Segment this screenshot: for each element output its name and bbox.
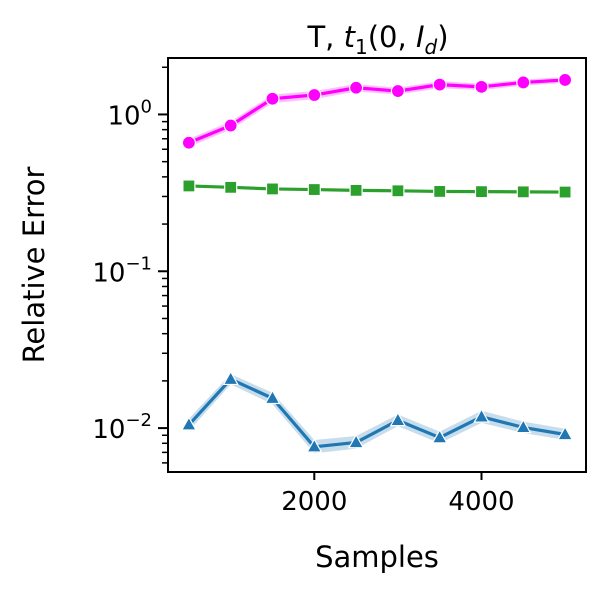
magenta-circles-point-4500 bbox=[516, 75, 531, 90]
green-squares-point-500 bbox=[182, 179, 196, 193]
blue-triangles-point-3000 bbox=[389, 411, 407, 427]
chart-title-identity-subscript: d bbox=[425, 35, 438, 59]
blue-triangles-line bbox=[187, 377, 566, 449]
magenta-circles-point-3000 bbox=[390, 83, 405, 99]
blue-triangles-point-500 bbox=[180, 416, 198, 431]
blue-triangles-point-1500 bbox=[264, 389, 281, 405]
plot-area-frame bbox=[167, 57, 587, 473]
y-axis-label: Relative Error bbox=[17, 166, 51, 363]
y-tick-label-1e-2: 10−2 bbox=[92, 410, 152, 445]
green-squares-point-3000 bbox=[391, 184, 405, 198]
chart-title-t: t bbox=[344, 20, 357, 54]
magenta-circles-point-3500 bbox=[432, 77, 447, 92]
green-squares-point-4000 bbox=[474, 185, 489, 199]
blue-triangles-point-2000 bbox=[306, 438, 323, 453]
blue-triangles-point-1000 bbox=[222, 370, 239, 386]
chart-title-close: ) bbox=[437, 20, 448, 54]
blue-triangles-point-4000 bbox=[473, 408, 490, 423]
magenta-circles-point-1500 bbox=[265, 91, 280, 106]
green-squares-point-1000 bbox=[224, 180, 238, 194]
green-squares-line bbox=[188, 184, 566, 194]
blue-triangles-point-3500 bbox=[431, 428, 448, 444]
chart-title-t-subscript: 1 bbox=[355, 35, 368, 59]
magenta-circles-point-4000 bbox=[474, 79, 489, 94]
green-squares-point-1500 bbox=[265, 182, 280, 196]
blue-triangles-point-4500 bbox=[515, 418, 532, 434]
x-tick-label-2000: 2000 bbox=[281, 487, 347, 517]
x-axis-label: Samples bbox=[315, 540, 439, 574]
chart-title-args: (0, bbox=[368, 20, 416, 54]
y-tick-label-1e0: 100 bbox=[107, 96, 152, 131]
magenta-circles-point-1000 bbox=[223, 118, 238, 133]
chart-title-prefix: T, bbox=[306, 20, 343, 54]
axis-ticks bbox=[158, 66, 483, 480]
green-squares-point-4500 bbox=[516, 185, 530, 199]
green-squares-point-3500 bbox=[433, 184, 447, 199]
series-markers bbox=[180, 72, 574, 453]
magenta-circles-point-2000 bbox=[307, 87, 322, 103]
chart-title: T, t1(0, Id) bbox=[306, 20, 448, 59]
confidence-bands bbox=[188, 77, 566, 454]
magenta-circles-point-2500 bbox=[349, 80, 364, 95]
chart-title-identity: I bbox=[416, 20, 425, 54]
green-squares-point-2500 bbox=[349, 183, 363, 197]
x-tick-label-4000: 4000 bbox=[448, 487, 514, 517]
blue-triangles-point-2500 bbox=[347, 433, 365, 449]
magenta-circles-point-5000 bbox=[557, 72, 573, 88]
series-lines bbox=[187, 78, 566, 449]
green-squares-point-2000 bbox=[307, 182, 321, 197]
magenta-circles-line bbox=[188, 78, 566, 145]
green-squares-point-5000 bbox=[558, 185, 572, 199]
y-tick-label-1e-1: 10−1 bbox=[92, 253, 152, 288]
blue-triangles-point-5000 bbox=[556, 425, 574, 441]
magenta-circles-band bbox=[188, 77, 566, 148]
magenta-circles-point-500 bbox=[181, 135, 196, 150]
